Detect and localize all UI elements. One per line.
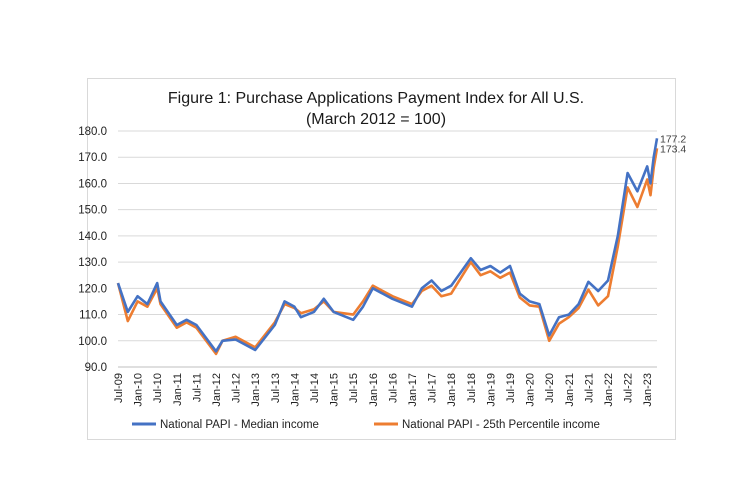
x-tick-label: Jul-20 — [544, 373, 556, 403]
x-tick-label: Jul-13 — [270, 373, 282, 403]
y-tick-label: 180.0 — [78, 126, 107, 138]
x-tick-label: Jul-19 — [505, 373, 517, 403]
y-tick-label: 100.0 — [78, 336, 107, 348]
end-label-median: 177.2 — [660, 133, 686, 145]
y-tick-label: 150.0 — [78, 205, 107, 217]
chart-subtitle: (March 2012 = 100) — [306, 111, 446, 128]
y-tick-label: 120.0 — [78, 283, 107, 295]
chart-title: Figure 1: Purchase Applications Payment … — [168, 90, 584, 107]
x-tick-label: Jul-17 — [427, 373, 439, 403]
series-median-line — [116, 138, 659, 353]
chart-frame — [87, 78, 676, 440]
x-tick-label: Jan-19 — [485, 373, 497, 407]
x-tick-label: Jan-23 — [642, 373, 654, 407]
x-tick-label: Jan-18 — [446, 373, 458, 407]
x-tick-label: Jan-22 — [603, 373, 615, 407]
x-tick-label: Jan-15 — [329, 373, 341, 407]
x-tick-label: Jul-15 — [348, 373, 360, 403]
x-tick-label: Jan-20 — [525, 373, 537, 407]
end-label-25th: 173.4 — [660, 143, 686, 155]
y-tick-label: 90.0 — [85, 362, 107, 374]
x-tick-label: Jan-17 — [407, 373, 419, 407]
x-tick-label: Jul-22 — [623, 373, 635, 403]
legend-label-median: National PAPI - Median income — [160, 419, 319, 431]
x-tick-label: Jul-18 — [466, 373, 478, 403]
x-tick-label: Jul-11 — [191, 373, 203, 402]
x-tick-label: Jan-21 — [564, 373, 576, 407]
legend-label-25th: National PAPI - 25th Percentile income — [402, 419, 600, 431]
y-tick-label: 140.0 — [78, 231, 107, 243]
x-tick-label: Jul-21 — [583, 373, 595, 403]
x-tick-label: Jan-13 — [250, 373, 262, 407]
x-tick-label: Jan-12 — [211, 373, 223, 407]
x-tick-label: Jul-16 — [387, 373, 399, 403]
x-tick-label: Jul-09 — [113, 373, 125, 403]
x-tick-label: Jan-11 — [172, 373, 184, 406]
y-tick-label: 170.0 — [78, 152, 107, 164]
y-tick-label: 110.0 — [79, 310, 107, 322]
y-tick-label: 130.0 — [78, 257, 107, 269]
y-tick-label: 160.0 — [78, 178, 107, 190]
x-tick-label: Jul-12 — [231, 373, 243, 403]
x-tick-label: Jan-10 — [133, 373, 145, 407]
x-tick-label: Jan-14 — [289, 373, 301, 407]
series-25th-line — [116, 148, 659, 356]
x-tick-label: Jul-10 — [152, 373, 164, 403]
x-tick-label: Jan-16 — [368, 373, 380, 407]
x-tick-label: Jul-14 — [309, 373, 321, 403]
